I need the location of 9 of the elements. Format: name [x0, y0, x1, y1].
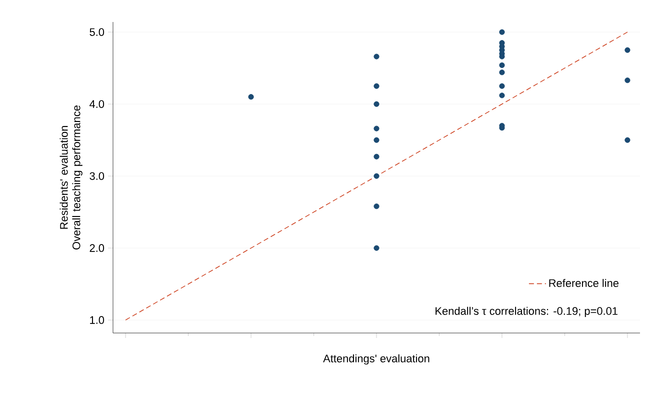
- y-tick-label: 1.0: [90, 316, 104, 324]
- y-tick-label: 5.0: [90, 28, 104, 36]
- legend-label: Reference line: [549, 278, 619, 287]
- y-tick-label: 4.0: [90, 100, 104, 108]
- y-tick-label: 2.0: [90, 244, 104, 252]
- annotation: Kendall’s τ correlations: -0.19; p=0.01: [436, 306, 618, 318]
- y-axis-title: Residents' evaluation Overall teaching performance: [60, 106, 82, 250]
- y-tick-label: 3.0: [90, 172, 104, 180]
- x-axis-title: Attendings' evaluation: [323, 354, 430, 365]
